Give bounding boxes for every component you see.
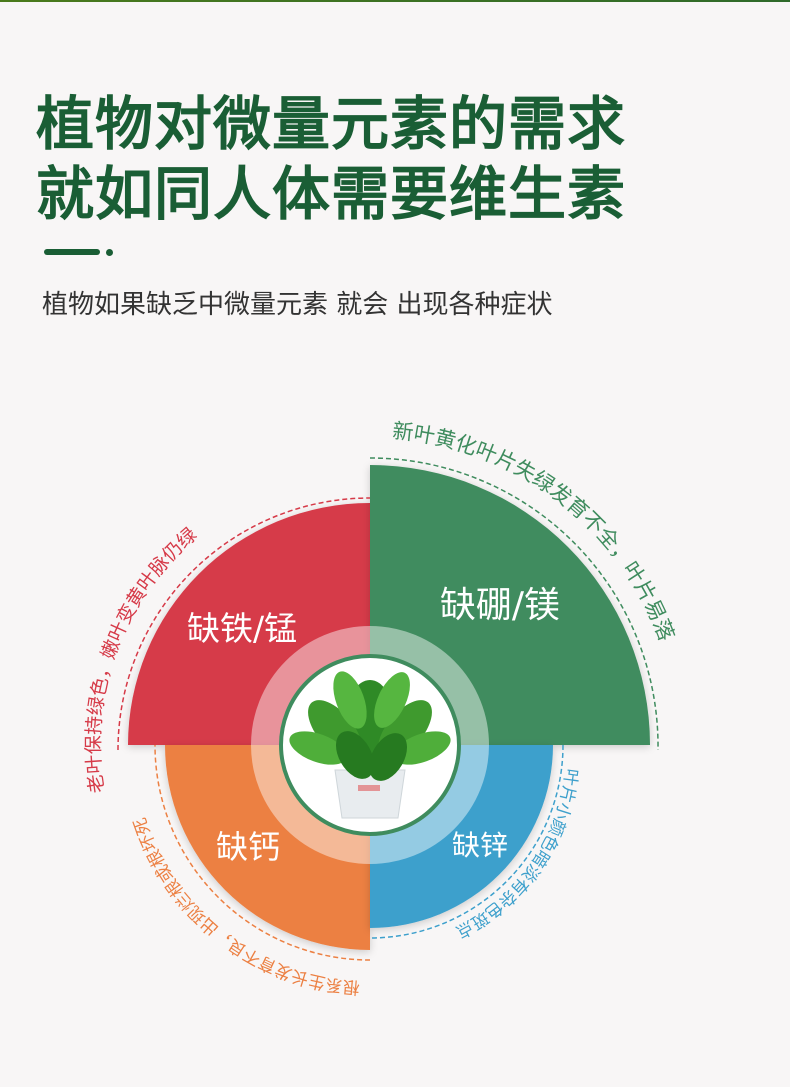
- label-boron-magnesium: 缺硼/镁: [440, 585, 560, 626]
- top-accent-bar: [0, 0, 790, 2]
- title-divider: [44, 249, 100, 255]
- segment-boron-magnesium: [370, 465, 650, 745]
- dashed-arc-blue: [369, 744, 564, 939]
- potted-plant-image: [289, 671, 451, 819]
- dashed-arc-red: [117, 497, 371, 751]
- title-divider-dot: [106, 249, 113, 256]
- label-iron-manganese: 缺铁/锰: [187, 609, 297, 648]
- page-title-line-2: 就如同人体需要维生素: [36, 160, 627, 228]
- subtitle: 植物如果缺乏中微量元素 就会 出现各种症状: [42, 290, 553, 320]
- label-calcium: 缺钙: [216, 828, 280, 866]
- dashed-arc-green: [369, 457, 659, 751]
- label-zinc: 缺锌: [452, 829, 508, 862]
- center-ring: [251, 626, 489, 864]
- page-title-line-1: 植物对微量元素的需求: [36, 90, 627, 158]
- dashed-arc-orange: [154, 744, 371, 961]
